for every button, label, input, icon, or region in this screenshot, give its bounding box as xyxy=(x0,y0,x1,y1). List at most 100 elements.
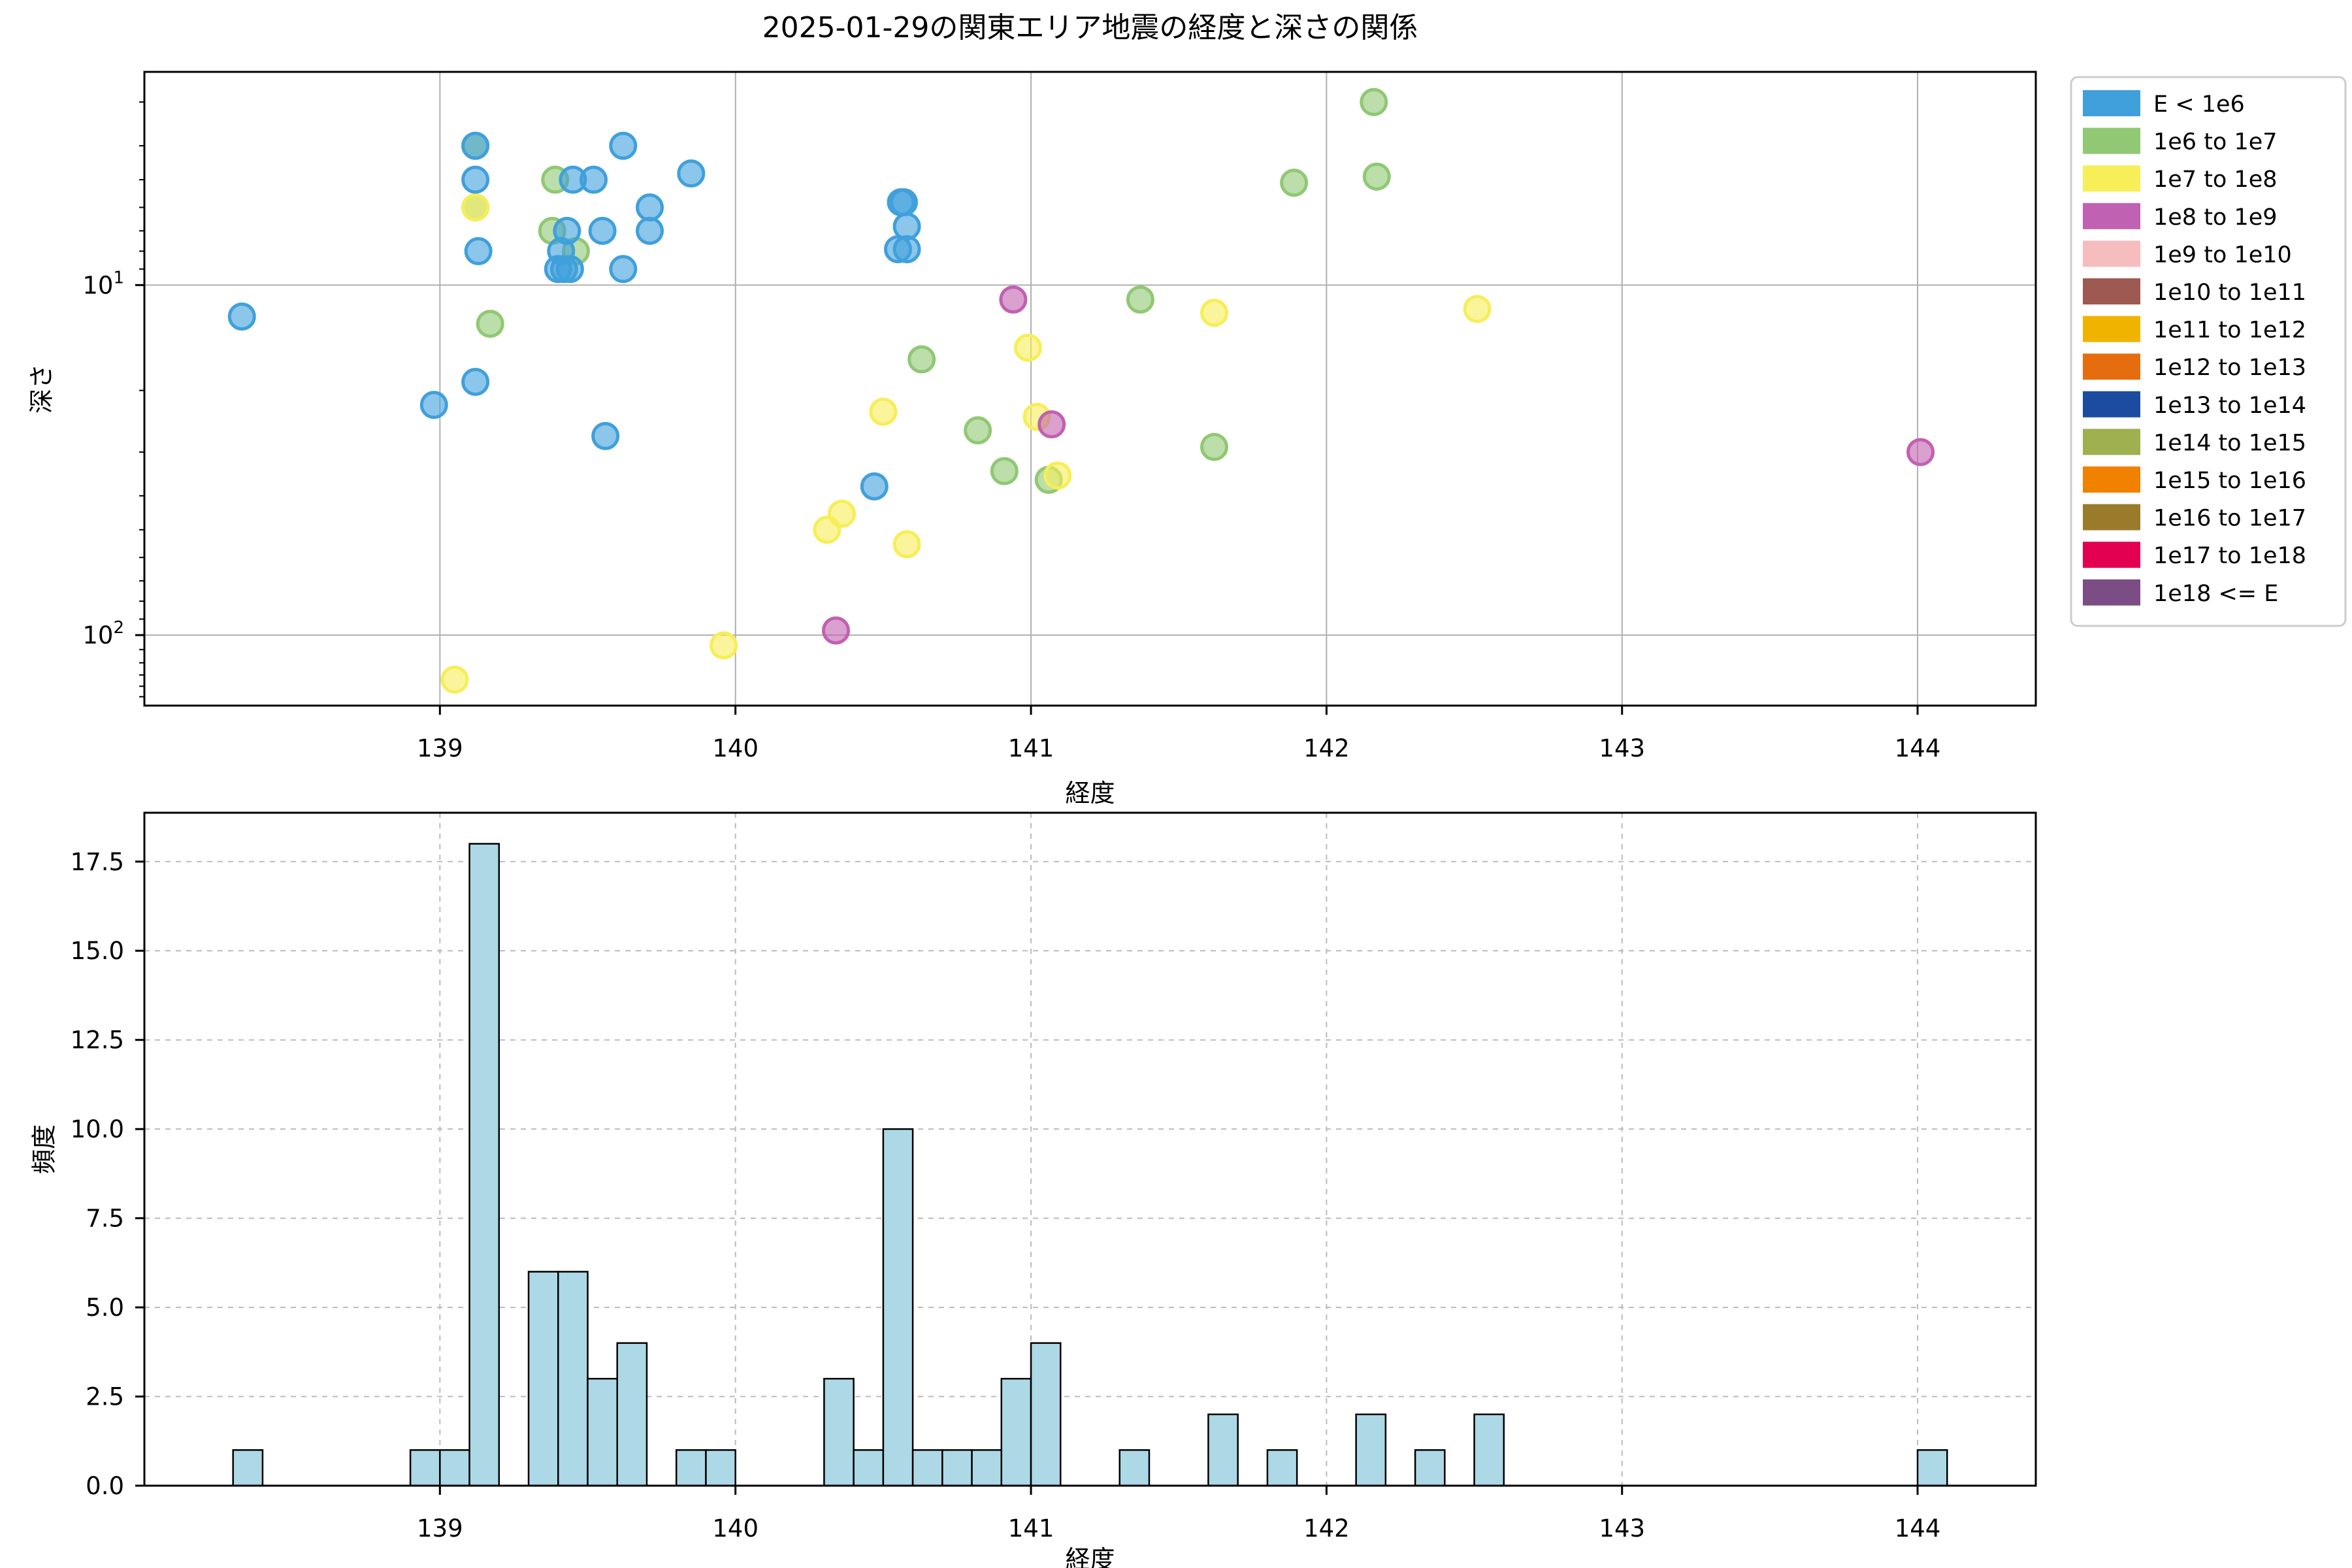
scatter-point xyxy=(1200,433,1228,461)
legend xyxy=(2070,76,2347,627)
legend-label: 1e17 to 1e18 xyxy=(2153,543,2306,569)
legend-swatch xyxy=(2083,127,2140,154)
histogram-bar xyxy=(616,1342,648,1487)
histogram-xtick-label: 142 xyxy=(1303,1514,1350,1543)
histogram-bar xyxy=(823,1377,855,1487)
legend-label: 1e13 to 1e14 xyxy=(2153,393,2306,419)
histogram-bar xyxy=(675,1449,707,1487)
scatter-point xyxy=(609,131,638,160)
legend-swatch xyxy=(2083,579,2140,606)
histogram-ytick-label: 15.0 xyxy=(71,937,124,965)
legend-label: E < 1e6 xyxy=(2153,91,2245,118)
histogram-bar xyxy=(941,1449,973,1487)
scatter-point xyxy=(828,499,857,528)
scatter-point xyxy=(890,188,919,217)
histogram-bar xyxy=(1355,1413,1387,1487)
scatter-point xyxy=(1906,438,1935,466)
scatter-point xyxy=(1037,410,1066,439)
histogram-plot xyxy=(135,811,2037,1495)
histogram-bar xyxy=(468,843,500,1487)
histogram-bar xyxy=(1266,1449,1298,1487)
legend-swatch xyxy=(2083,165,2140,192)
legend-label: 1e18 <= E xyxy=(2153,581,2278,607)
scatter-point xyxy=(990,457,1019,485)
histogram-bar xyxy=(1000,1377,1032,1487)
histogram-bar xyxy=(1473,1413,1505,1487)
histogram-ytick-label: 12.5 xyxy=(71,1026,124,1054)
scatter-plot: 101 102 xyxy=(82,71,2037,715)
histogram-bar xyxy=(911,1449,943,1487)
scatter-point xyxy=(1280,169,1309,197)
histogram-ytick-label: 0.0 xyxy=(86,1472,124,1500)
scatter-point xyxy=(580,165,608,194)
histogram-ytick-label: 10.0 xyxy=(71,1115,124,1143)
histogram-ytick-label: 5.0 xyxy=(86,1294,124,1322)
histogram-bar xyxy=(882,1128,914,1487)
histogram-bar xyxy=(705,1449,736,1487)
scatter-point xyxy=(461,367,490,396)
scatter-point xyxy=(999,285,1028,314)
scatter-point xyxy=(1362,162,1391,191)
scatter-point xyxy=(636,193,664,221)
chart-title: 2025-01-29の関東エリア地震の経度と深さの関係 xyxy=(762,11,1418,44)
scatter-point xyxy=(461,193,490,221)
scatter-point xyxy=(1200,299,1228,327)
legend-swatch xyxy=(2083,240,2140,267)
histogram-ytick-label: 7.5 xyxy=(86,1205,124,1233)
legend-swatch xyxy=(2083,353,2140,380)
scatter-xtick-label: 143 xyxy=(1599,734,1645,762)
legend-swatch xyxy=(2083,391,2140,417)
legend-swatch xyxy=(2083,203,2140,229)
scatter-point xyxy=(892,235,921,263)
legend-label: 1e9 to 1e10 xyxy=(2153,242,2292,268)
legend-label: 1e11 to 1e12 xyxy=(2153,318,2306,344)
histogram-bar xyxy=(971,1449,1003,1487)
scatter-point xyxy=(677,159,706,188)
scatter-point xyxy=(821,616,850,645)
histogram-bar xyxy=(1207,1413,1239,1487)
scatter-point xyxy=(1043,461,1072,490)
scatter-point xyxy=(964,416,992,445)
scatter-xaxis-label: 経度 xyxy=(1065,779,1115,808)
scatter-point xyxy=(227,302,256,331)
histogram-bar xyxy=(853,1449,885,1487)
legend-swatch xyxy=(2083,466,2140,493)
scatter-point xyxy=(609,255,638,284)
legend-swatch xyxy=(2083,542,2140,568)
legend-label: 1e14 to 1e15 xyxy=(2153,430,2306,456)
legend-swatch xyxy=(2083,316,2140,342)
scatter-point xyxy=(440,665,469,694)
scatter-point xyxy=(588,216,617,245)
legend-label: 1e7 to 1e8 xyxy=(2153,167,2278,193)
legend-swatch xyxy=(2083,504,2140,531)
legend-label: 1e16 to 1e17 xyxy=(2153,506,2306,532)
scatter-point xyxy=(892,212,921,241)
histogram-xtick-label: 144 xyxy=(1895,1514,1941,1543)
scatter-axes-box xyxy=(143,71,2037,707)
scatter-point xyxy=(476,310,504,338)
histogram-axes-box xyxy=(143,811,2037,1487)
histogram-xtick-label: 143 xyxy=(1599,1514,1645,1543)
scatter-yaxis-label: 深さ xyxy=(27,363,56,414)
scatter-point xyxy=(869,397,898,426)
scatter-xtick-label: 140 xyxy=(712,734,759,762)
scatter-ytick-label: 102 xyxy=(82,618,124,649)
scatter-point xyxy=(591,421,620,450)
histogram-xtick-label: 140 xyxy=(712,1514,759,1543)
scatter-point xyxy=(907,345,936,374)
histogram-ytick-label: 17.5 xyxy=(71,848,124,876)
legend-swatch xyxy=(2083,90,2140,116)
scatter-point xyxy=(1360,88,1388,116)
scatter-point xyxy=(710,631,738,660)
histogram-bar xyxy=(409,1449,441,1487)
histogram-bar xyxy=(1119,1449,1151,1487)
scatter-point xyxy=(636,216,664,245)
scatter-xtick-label: 141 xyxy=(1008,734,1054,762)
scatter-point xyxy=(1126,285,1154,314)
scatter-point xyxy=(892,530,921,559)
histogram-bar xyxy=(587,1377,618,1487)
histogram-xtick-label: 139 xyxy=(417,1514,463,1543)
scatter-xtick-label: 142 xyxy=(1303,734,1350,762)
